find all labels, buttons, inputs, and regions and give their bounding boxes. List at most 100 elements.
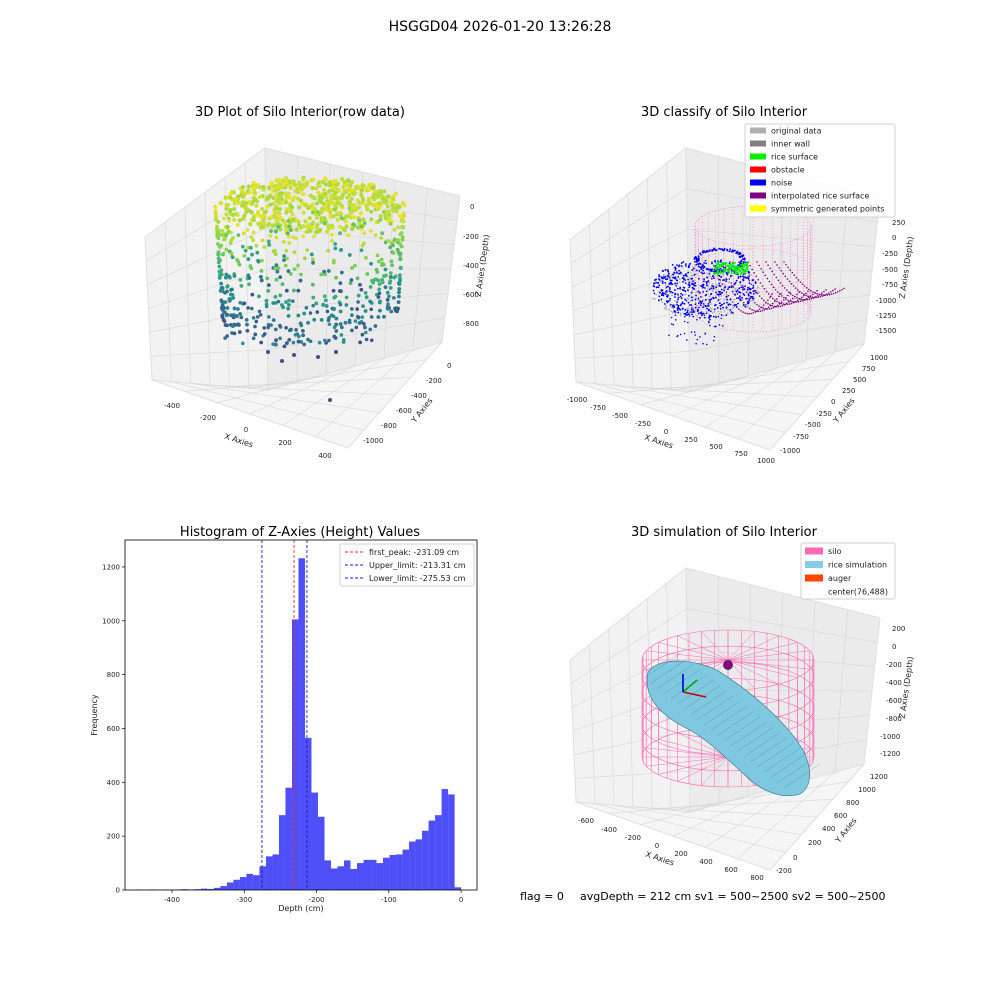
data-point: [261, 218, 266, 223]
data-point: [260, 238, 265, 243]
data-point: [266, 239, 271, 244]
interp-point: [801, 283, 804, 286]
interp-point: [800, 298, 802, 301]
data-point: [349, 278, 354, 282]
noise-point: [690, 311, 693, 313]
data-point: [276, 196, 281, 201]
data-point: [260, 258, 264, 263]
tick-label: -800: [381, 422, 397, 430]
interp-point: [725, 291, 728, 293]
rice-mesh-line: [690, 690, 727, 715]
data-point: [359, 201, 364, 206]
interp-point: [815, 296, 818, 299]
interp-point: [778, 301, 780, 304]
silo-spoke: [646, 650, 729, 661]
interp-point: [731, 301, 734, 303]
data-point: [309, 225, 315, 230]
rice-surface-point: [746, 266, 749, 269]
data-point: [213, 204, 218, 209]
noise-point: [706, 305, 709, 307]
data-point: [356, 315, 361, 320]
interp-point: [764, 307, 766, 310]
data-point: [391, 194, 396, 199]
data-point: [386, 194, 391, 199]
legend-label: auger: [828, 574, 852, 583]
noise-point: [668, 334, 670, 337]
noise-point: [730, 274, 733, 277]
rice-mesh-line: [737, 727, 774, 752]
noise-point: [703, 265, 705, 268]
noise-point: [719, 307, 722, 310]
interp-point: [780, 301, 783, 303]
data-point: [219, 268, 224, 273]
data-point: [350, 180, 355, 185]
original-point: [723, 298, 726, 301]
data-point: [265, 196, 270, 201]
data-point: [388, 221, 393, 226]
silo-spoke: [727, 650, 810, 661]
noise-point: [742, 279, 745, 282]
noise-point: [684, 290, 687, 292]
noise-point: [741, 296, 743, 299]
data-point: [224, 313, 229, 317]
interp-point: [754, 301, 756, 304]
noise-point: [691, 313, 693, 316]
histogram-bar: [285, 787, 292, 890]
legend-label: interpolated rice surface: [771, 192, 869, 201]
noise-point: [694, 303, 697, 306]
legend-swatch: [805, 588, 823, 595]
data-point: [359, 287, 364, 292]
interp-point: [798, 297, 800, 300]
interp-point: [778, 267, 780, 269]
original-point: [691, 266, 694, 269]
noise-point: [702, 342, 704, 345]
data-point: [327, 315, 332, 320]
noise-point: [708, 299, 711, 301]
data-point: [332, 207, 337, 212]
original-point: [720, 295, 723, 297]
original-point: [691, 274, 694, 277]
data-point: [224, 206, 229, 211]
footer-stats: avgDepth = 212 cm sv1 = 500~2500 sv2 = 5…: [580, 890, 886, 903]
data-point: [276, 200, 282, 205]
data-point: [268, 233, 273, 238]
noise-point: [699, 252, 701, 255]
legend-label: symmetric generated points: [771, 205, 884, 214]
data-point: [327, 338, 331, 343]
data-point: [324, 201, 330, 206]
data-point: [351, 215, 357, 220]
noise-point: [713, 325, 716, 328]
interp-point: [789, 269, 792, 271]
interp-point: [776, 291, 779, 293]
data-point: [365, 272, 370, 276]
data-point: [296, 288, 301, 293]
data-point: [271, 195, 276, 200]
data-point: [249, 235, 254, 240]
data-point: [220, 228, 225, 233]
noise-point: [695, 260, 698, 263]
noise-point: [683, 320, 686, 323]
data-point: [326, 223, 331, 228]
noise-point: [687, 289, 689, 292]
noise-point: [690, 308, 693, 311]
histogram-ytick-label: 0: [116, 887, 120, 895]
data-point: [236, 322, 241, 327]
histogram-xtick-label: -300: [236, 896, 252, 904]
noise-point: [687, 283, 690, 286]
rice-surface-point: [723, 269, 726, 272]
rice-mesh-line: [643, 653, 681, 679]
data-point: [376, 278, 381, 283]
noise-point: [702, 283, 704, 286]
data-point: [292, 353, 296, 357]
rice-surface-point: [734, 269, 737, 272]
interp-point: [757, 310, 760, 313]
interp-point: [783, 261, 785, 263]
plot3d-raw-points: [213, 175, 407, 402]
data-point: [369, 209, 374, 214]
noise-point: [678, 269, 680, 272]
data-point: [370, 182, 375, 187]
original-point: [674, 303, 676, 306]
data-point: [401, 214, 406, 219]
noise-point: [716, 307, 719, 309]
